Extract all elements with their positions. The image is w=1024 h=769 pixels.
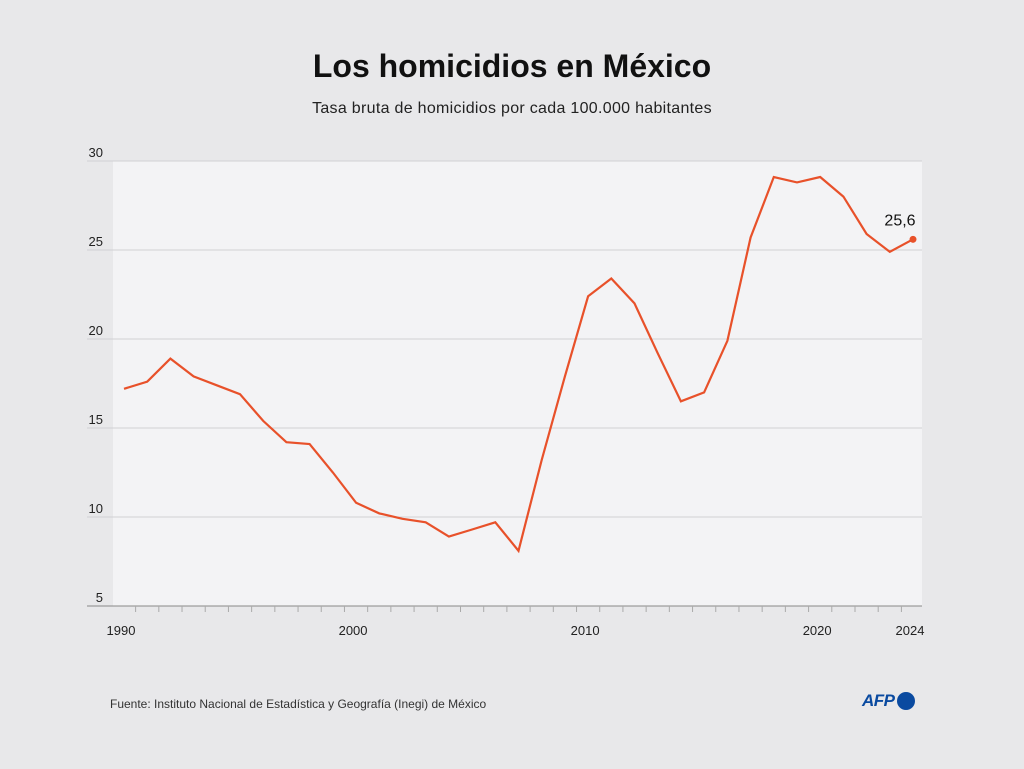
series-line <box>123 175 914 554</box>
data-point <box>768 171 780 183</box>
y-tick-label: 15 <box>89 412 103 427</box>
y-tick-label: 20 <box>89 323 103 338</box>
chart-title: Los homicidios en México <box>312 48 712 84</box>
x-tick-label: 1990 <box>107 623 136 638</box>
data-point <box>652 347 664 359</box>
data-point <box>861 228 873 240</box>
x-tick-label: 2000 <box>339 623 368 638</box>
data-point <box>745 232 757 244</box>
data-point <box>234 388 246 400</box>
last-value-label: 25,6 <box>884 212 915 229</box>
data-point <box>373 507 385 519</box>
y-tick-label: 5 <box>96 590 103 605</box>
data-point <box>884 246 896 258</box>
plot-area <box>113 161 922 606</box>
data-point <box>164 353 176 365</box>
data-point <box>350 497 362 509</box>
data-point <box>327 467 339 479</box>
data-point <box>188 370 200 382</box>
data-point <box>211 379 223 391</box>
source-note: Fuente: Instituto Nacional de Estadístic… <box>110 697 487 711</box>
data-point <box>443 531 455 543</box>
data-point <box>814 171 826 183</box>
last-point-marker <box>909 235 917 243</box>
data-point <box>257 415 269 427</box>
data-point <box>396 513 408 525</box>
data-point <box>721 335 733 347</box>
data-point <box>513 545 525 557</box>
data-point <box>466 523 478 535</box>
data-point <box>698 386 710 398</box>
data-point <box>559 370 571 382</box>
chart-subtitle: Tasa bruta de homicidios por cada 100.00… <box>312 100 712 117</box>
y-tick-label: 30 <box>89 145 103 160</box>
data-point <box>675 395 687 407</box>
data-point <box>837 191 849 203</box>
y-tick-label: 10 <box>89 501 103 516</box>
y-tick-label: 25 <box>89 234 103 249</box>
logo-dot-icon <box>896 692 915 710</box>
data-point <box>280 436 292 448</box>
data-point <box>536 454 548 466</box>
x-tick-label: 2024 <box>896 623 925 638</box>
data-point <box>420 516 432 528</box>
data-point <box>304 438 316 450</box>
afp-logo: AFP <box>862 691 915 711</box>
data-point <box>629 297 641 309</box>
data-point <box>791 176 803 188</box>
data-point <box>141 376 153 388</box>
data-point <box>489 516 501 528</box>
data-point <box>605 272 617 284</box>
data-point <box>582 290 594 302</box>
logo-text: AFP <box>862 691 895 710</box>
x-tick-label: 2010 <box>571 623 600 638</box>
x-tick-label: 2020 <box>803 623 832 638</box>
data-point <box>118 383 130 395</box>
